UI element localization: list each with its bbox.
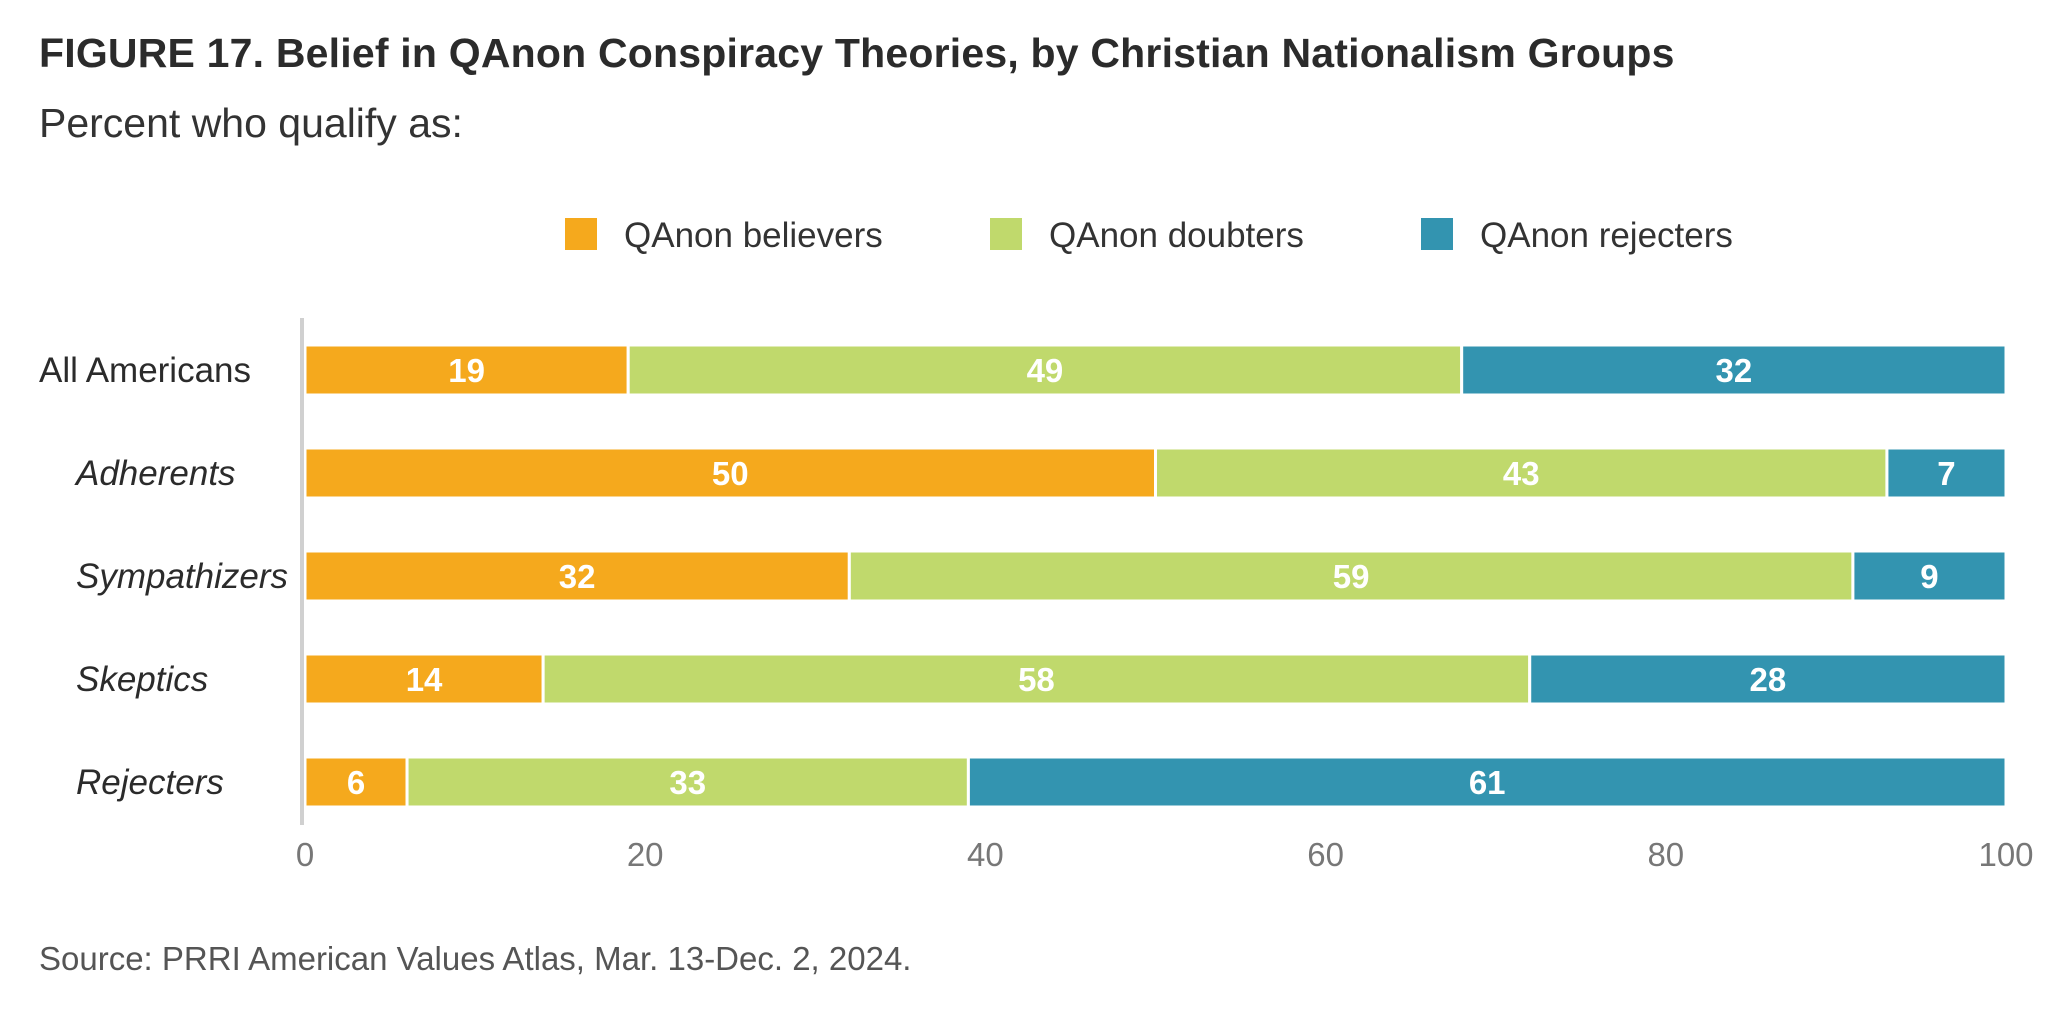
bar-segment-qanon-doubters <box>405 755 970 809</box>
legend-label: QAnon rejecters <box>1480 216 1733 255</box>
chart-bars: 19 49 32 50 43 7 32 59 9 14 58 28 6 33 61 <box>303 343 2008 809</box>
category-label: Sympathizers <box>76 557 288 596</box>
x-tick-label: 60 <box>1307 836 1344 873</box>
data-label: 61 <box>1469 764 1506 801</box>
category-label: Rejecters <box>76 763 224 802</box>
data-label: 28 <box>1750 661 1787 698</box>
bar-segment-qanon-believers <box>303 755 409 809</box>
chart-subtitle: Percent who qualify as: <box>39 100 463 146</box>
y-axis-labels: All Americans Adherents Sympathizers Skepti… <box>39 351 288 802</box>
legend-item-qanon-rejecters: QAnon rejecters <box>1421 216 1733 255</box>
data-label: 59 <box>1333 558 1370 595</box>
data-label: 58 <box>1018 661 1055 698</box>
x-tick-label: 100 <box>1978 836 2033 873</box>
legend-swatch <box>990 218 1022 250</box>
data-label: 9 <box>1920 558 1938 595</box>
bar-segment-qanon-believers <box>303 446 1157 500</box>
bar-segment-qanon-rejecters <box>966 755 2008 809</box>
x-tick-label: 20 <box>627 836 664 873</box>
chart-source-note: Source: PRRI American Values Atlas, Mar.… <box>39 940 912 977</box>
chart-legend: QAnon believers QAnon doubters QAnon rejec… <box>565 216 1733 255</box>
data-label: 32 <box>1715 352 1752 389</box>
data-label: 49 <box>1027 352 1064 389</box>
x-tick-label: 0 <box>296 836 314 873</box>
bar-row-rejecters: 6 33 61 <box>303 755 2008 809</box>
x-tick-label: 80 <box>1647 836 1684 873</box>
bar-segment-qanon-believers <box>303 343 630 397</box>
legend-label: QAnon doubters <box>1049 216 1304 255</box>
category-label: All Americans <box>39 351 251 390</box>
x-tick-label: 40 <box>967 836 1004 873</box>
bar-row-all-americans: 19 49 32 <box>303 343 2008 397</box>
data-label: 14 <box>406 661 443 698</box>
data-label: 6 <box>347 764 365 801</box>
legend-item-qanon-believers: QAnon believers <box>565 216 883 255</box>
bar-row-adherents: 50 43 7 <box>303 446 2008 500</box>
legend-swatch <box>565 218 597 250</box>
x-axis: 0 20 40 60 80 100 <box>296 318 2034 873</box>
data-label: 50 <box>712 455 749 492</box>
legend-label: QAnon believers <box>624 216 883 255</box>
legend-item-qanon-doubters: QAnon doubters <box>990 216 1304 255</box>
category-label: Adherents <box>74 454 236 493</box>
bar-segment-qanon-rejecters <box>1528 652 2008 706</box>
data-label: 32 <box>559 558 596 595</box>
data-label: 7 <box>1937 455 1955 492</box>
data-label: 43 <box>1503 455 1540 492</box>
chart-title: FIGURE 17. Belief in QAnon Conspiracy Th… <box>39 30 1675 76</box>
bar-segment-qanon-doubters <box>847 549 1855 603</box>
legend-swatch <box>1421 218 1453 250</box>
category-label: Skeptics <box>76 660 208 699</box>
bar-segment-qanon-doubters <box>1154 446 1889 500</box>
bar-row-sympathizers: 32 59 9 <box>303 549 2008 603</box>
bar-segment-qanon-believers <box>303 652 545 706</box>
bar-segment-qanon-rejecters <box>1885 446 2008 500</box>
bar-row-skeptics: 14 58 28 <box>303 652 2008 706</box>
data-label: 19 <box>448 352 485 389</box>
data-label: 33 <box>669 764 706 801</box>
bar-segment-qanon-doubters <box>541 652 1532 706</box>
bar-segment-qanon-rejecters <box>1851 549 2008 603</box>
bar-segment-qanon-rejecters <box>1460 343 2008 397</box>
bar-segment-qanon-believers <box>303 549 851 603</box>
